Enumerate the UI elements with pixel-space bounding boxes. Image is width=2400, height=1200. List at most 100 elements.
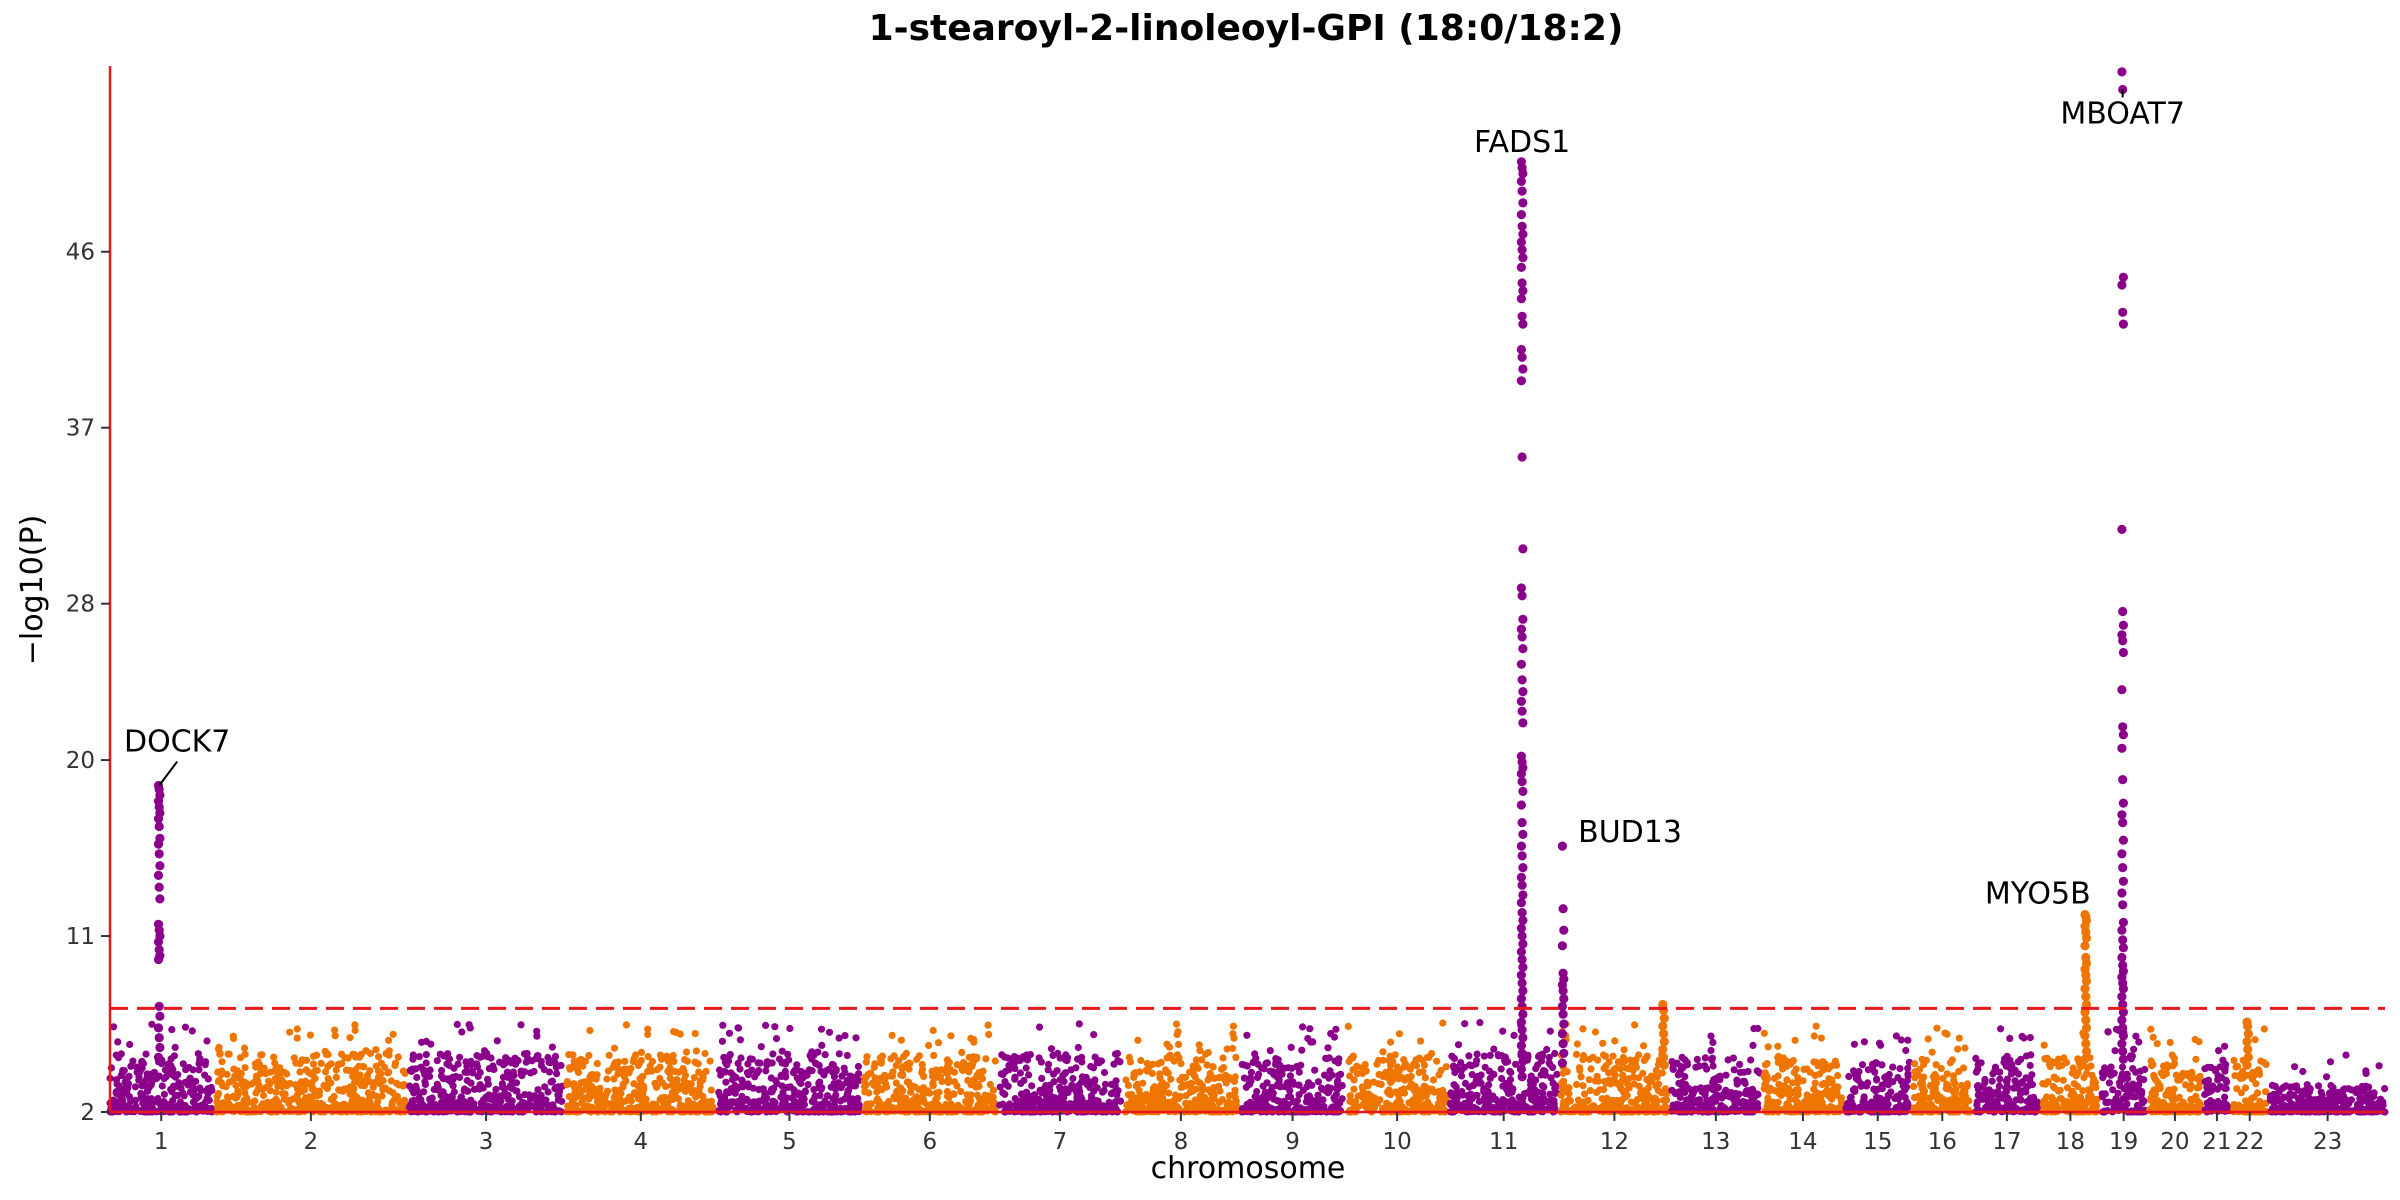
snp-point [1295, 1068, 1303, 1076]
snp-point [450, 1088, 458, 1096]
snp-point [865, 1089, 873, 1097]
chromosome-12-points [1557, 1020, 1672, 1116]
snp-point [243, 1094, 251, 1102]
snp-point [1394, 1075, 1402, 1083]
snp-point [1546, 1027, 1554, 1035]
snp-point [863, 1101, 871, 1109]
snp-point [1287, 1043, 1295, 1051]
snp-point [149, 1098, 157, 1106]
snp-point [1632, 1102, 1640, 1110]
snp-point [437, 1098, 446, 1106]
snp-point [1457, 1066, 1465, 1074]
snp-point [998, 1051, 1006, 1059]
snp-point [581, 1057, 590, 1065]
snp-point [1611, 1037, 1619, 1045]
snp-point [476, 1081, 484, 1089]
snp-point [449, 1082, 457, 1090]
snp-point [444, 1050, 452, 1058]
snp-point [1369, 1105, 1377, 1113]
snp-point [340, 1100, 348, 1108]
snp-point [533, 1032, 541, 1040]
snp-point [593, 1060, 601, 1068]
snp-point [2011, 1066, 2019, 1074]
snp-point [1242, 1083, 1250, 1091]
snp-point [1813, 1098, 1821, 1106]
snp-point [968, 1062, 976, 1071]
snp-point [981, 1097, 990, 1105]
snp-point [1616, 1099, 1625, 1107]
snp-point [761, 1090, 769, 1098]
snp-point [1961, 1044, 1969, 1052]
snp-point [873, 1088, 881, 1096]
snp-point [1448, 1092, 1456, 1100]
snp-point [887, 1055, 895, 1063]
snp-point [1061, 1101, 1069, 1109]
snp-point [1379, 1048, 1387, 1056]
snp-point [913, 1098, 921, 1106]
snp-point [1573, 1040, 1581, 1048]
snp-point [725, 1029, 734, 1037]
snp-point [1952, 1086, 1960, 1094]
chromosome-6-points [860, 1021, 999, 1116]
snp-point [1882, 1076, 1890, 1084]
snp-point [1625, 1075, 1633, 1083]
snp-point [892, 1061, 900, 1070]
snp-point [1903, 1077, 1911, 1085]
snp-point [1534, 1088, 1542, 1096]
snp-point [1902, 1046, 1910, 1055]
snp-point [1448, 1052, 1456, 1060]
snp-point [897, 1096, 905, 1104]
snp-point [1022, 1064, 1030, 1072]
snp-point [984, 1021, 992, 1029]
snp-point [1472, 1060, 1480, 1068]
snp-point [456, 1053, 464, 1061]
snp-point [991, 1057, 999, 1065]
snp-point [1911, 1060, 1919, 1068]
snp-point [1358, 1090, 1366, 1098]
snp-point [1889, 1078, 1897, 1086]
snp-point [706, 1057, 714, 1065]
snp-point [508, 1078, 516, 1086]
snp-point [1243, 1100, 1251, 1108]
snp-point [1480, 1052, 1488, 1060]
snp-point [1730, 1066, 1738, 1074]
snp-point [789, 1069, 798, 1077]
snp-point [690, 1074, 699, 1082]
snp-point [1254, 1060, 1262, 1068]
chromosome-16-points [1910, 1024, 1974, 1116]
snp-point [1364, 1094, 1372, 1102]
snp-point [1038, 1074, 1046, 1082]
snp-point [656, 1063, 664, 1071]
snp-point [1063, 1057, 1071, 1065]
snp-point [593, 1071, 601, 1079]
snp-point [427, 1040, 435, 1048]
snp-point [707, 1086, 715, 1094]
snp-point [160, 1090, 168, 1098]
snp-point [644, 1053, 652, 1061]
snp-point [963, 1091, 971, 1099]
snp-point [1251, 1050, 1259, 1058]
snp-point [171, 1073, 180, 1081]
snp-point [1793, 1098, 1801, 1106]
snp-point [1902, 1083, 1911, 1091]
snp-point [1682, 1099, 1690, 1107]
snp-point [639, 1090, 647, 1098]
snp-point [148, 1020, 156, 1028]
snp-point [1754, 1104, 1762, 1112]
snp-point [1811, 1079, 1819, 1087]
snp-point [236, 1054, 245, 1062]
snp-point [615, 1100, 623, 1108]
snp-point [897, 1036, 906, 1044]
snp-point [1174, 1028, 1182, 1036]
snp-point [804, 1081, 812, 1089]
snp-point [918, 1065, 927, 1074]
snp-point [355, 1062, 363, 1070]
snp-point [1073, 1094, 1081, 1102]
snp-point [1719, 1090, 1727, 1098]
snp-point [1749, 1041, 1757, 1049]
snp-point [1929, 1073, 1937, 1081]
snp-point [1800, 1065, 1808, 1073]
chart-title: 1-stearoyl-2-linoleoyl-GPI (18:0/18:2) [869, 8, 1624, 49]
snp-point [749, 1103, 757, 1111]
snp-point [726, 1052, 734, 1060]
